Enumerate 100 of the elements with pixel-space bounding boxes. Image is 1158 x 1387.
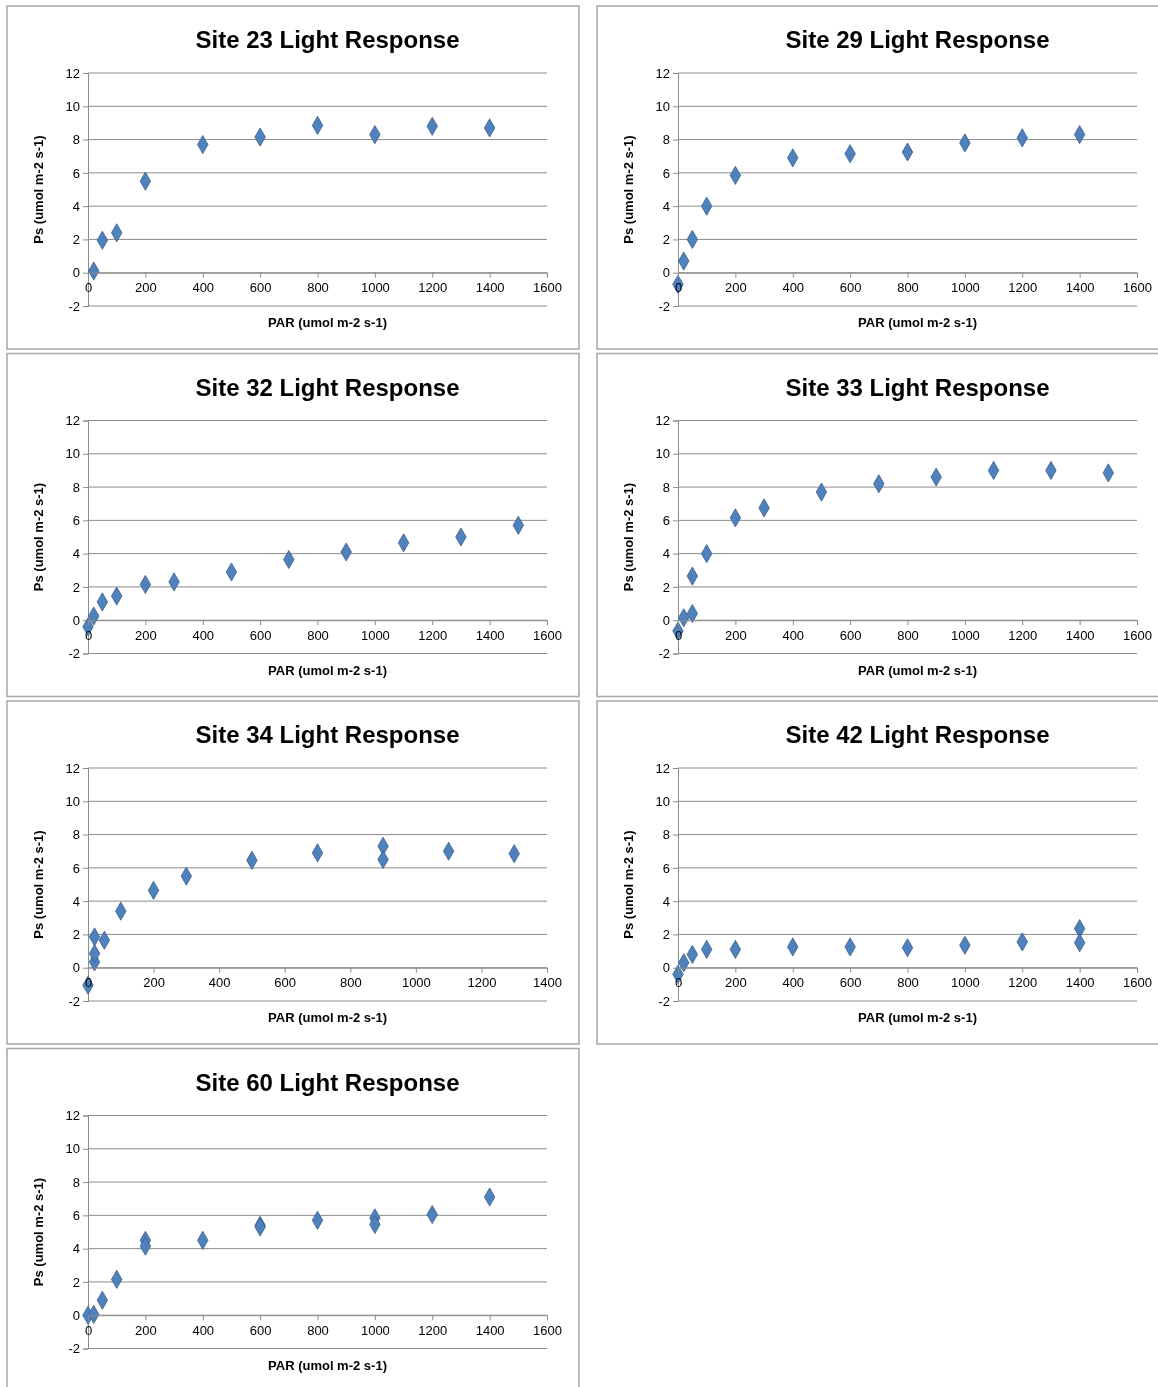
y-tick-label: 0 bbox=[662, 265, 670, 281]
x-tick-label: 1000 bbox=[401, 975, 431, 991]
x-tick-label: 600 bbox=[249, 1322, 272, 1338]
y-tick-label: 12 bbox=[65, 65, 80, 81]
y-tick-label: -2 bbox=[68, 993, 80, 1009]
y-tick-label: 12 bbox=[65, 760, 80, 776]
y-tick-label: 4 bbox=[72, 198, 80, 214]
x-tick-label: 0 bbox=[84, 280, 93, 296]
x-tick-label: 600 bbox=[839, 280, 862, 296]
x-tick-label: 400 bbox=[192, 627, 215, 643]
x-tick-label: 1400 bbox=[1065, 627, 1095, 643]
x-axis-title: PAR (umol m-2 s-1) bbox=[268, 1357, 387, 1373]
x-tick-label: 1400 bbox=[533, 975, 562, 991]
x-tick-label: 1000 bbox=[950, 975, 980, 991]
x-axis-title: PAR (umol m-2 s-1) bbox=[858, 662, 977, 678]
x-tick-label: 600 bbox=[839, 975, 862, 991]
y-tick-label: -2 bbox=[68, 1341, 80, 1357]
y-tick-label: -2 bbox=[658, 298, 670, 314]
y-axis-title: Ps (umol m-2 s-1) bbox=[621, 830, 636, 939]
y-axis-title: Ps (umol m-2 s-1) bbox=[31, 830, 46, 939]
y-axis-title: Ps (umol m-2 s-1) bbox=[31, 482, 46, 592]
y-tick-label: 0 bbox=[662, 612, 670, 628]
y-tick-label: 0 bbox=[72, 960, 80, 976]
x-tick-label: 200 bbox=[725, 280, 747, 296]
chart-title: Site 42 Light Response bbox=[785, 721, 1050, 748]
x-tick-label: 1600 bbox=[1123, 975, 1152, 991]
y-axis-title: Ps (umol m-2 s-1) bbox=[621, 135, 636, 244]
chart-title: Site 34 Light Response bbox=[195, 721, 460, 748]
chart-title: Site 60 Light Response bbox=[195, 1068, 460, 1096]
x-tick-label: 1400 bbox=[1065, 975, 1095, 991]
y-tick-label: 4 bbox=[72, 893, 80, 909]
x-tick-label: 400 bbox=[208, 975, 231, 991]
x-tick-label: 200 bbox=[135, 627, 157, 643]
x-tick-label: 600 bbox=[274, 975, 297, 991]
x-tick-label: 800 bbox=[307, 627, 329, 643]
x-tick-label: 1400 bbox=[1065, 280, 1095, 296]
x-tick-label: 0 bbox=[84, 1322, 93, 1338]
y-tick-label: 4 bbox=[72, 1241, 80, 1257]
x-tick-label: 0 bbox=[674, 975, 683, 991]
x-tick-label: 1200 bbox=[1008, 280, 1038, 296]
y-tick-label: 6 bbox=[72, 513, 80, 529]
y-tick-label: 4 bbox=[662, 198, 670, 214]
x-tick-label: 200 bbox=[143, 975, 165, 991]
y-tick-label: 6 bbox=[662, 860, 670, 876]
x-tick-label: 1600 bbox=[1123, 280, 1152, 296]
x-tick-label: 1200 bbox=[418, 1322, 448, 1338]
x-tick-label: 1000 bbox=[360, 627, 390, 643]
x-tick-label: 0 bbox=[84, 627, 93, 643]
y-tick-label: 10 bbox=[655, 446, 670, 462]
x-tick-label: 200 bbox=[135, 280, 157, 296]
x-axis-title: PAR (umol m-2 s-1) bbox=[268, 315, 387, 330]
x-tick-label: 1600 bbox=[533, 1322, 562, 1338]
y-tick-label: 4 bbox=[72, 546, 80, 562]
y-tick-label: 8 bbox=[662, 132, 670, 148]
y-tick-label: -2 bbox=[658, 646, 670, 662]
x-tick-label: 1000 bbox=[360, 280, 390, 296]
y-tick-label: 10 bbox=[65, 446, 80, 462]
y-tick-label: 12 bbox=[655, 760, 670, 776]
x-axis-title: PAR (umol m-2 s-1) bbox=[268, 662, 387, 678]
y-tick-label: -2 bbox=[658, 993, 670, 1009]
x-tick-label: 1000 bbox=[360, 1322, 390, 1338]
y-tick-label: 6 bbox=[662, 513, 670, 529]
x-tick-label: 600 bbox=[249, 627, 272, 643]
y-tick-label: -2 bbox=[68, 646, 80, 662]
y-tick-label: 12 bbox=[655, 65, 670, 81]
x-tick-label: 1600 bbox=[533, 280, 562, 296]
y-tick-label: 0 bbox=[72, 1307, 80, 1323]
x-tick-label: 1200 bbox=[467, 975, 497, 991]
y-tick-label: 12 bbox=[655, 413, 670, 429]
y-tick-label: 8 bbox=[72, 827, 80, 843]
x-tick-label: 1400 bbox=[475, 280, 505, 296]
x-tick-label: 1200 bbox=[1008, 627, 1038, 643]
y-tick-label: 2 bbox=[72, 232, 80, 248]
x-axis-title: PAR (umol m-2 s-1) bbox=[858, 1010, 977, 1025]
chart-title: Site 32 Light Response bbox=[195, 373, 460, 401]
x-axis-title: PAR (umol m-2 s-1) bbox=[858, 315, 977, 330]
x-tick-label: 1400 bbox=[475, 627, 505, 643]
x-tick-label: 1200 bbox=[418, 627, 448, 643]
y-axis-title: Ps (umol m-2 s-1) bbox=[31, 1177, 46, 1287]
x-tick-label: 1600 bbox=[1123, 627, 1152, 643]
x-tick-label: 200 bbox=[725, 975, 747, 991]
y-tick-label: 8 bbox=[72, 479, 80, 495]
chart-title: Site 33 Light Response bbox=[785, 373, 1050, 401]
x-tick-label: 1000 bbox=[950, 627, 980, 643]
y-tick-label: 6 bbox=[72, 860, 80, 876]
y-tick-label: 8 bbox=[72, 1174, 80, 1190]
x-tick-label: 800 bbox=[307, 1322, 329, 1338]
y-tick-label: 12 bbox=[65, 413, 80, 429]
chart-title: Site 23 Light Response bbox=[195, 26, 460, 53]
x-tick-label: 0 bbox=[84, 975, 93, 991]
x-axis-title: PAR (umol m-2 s-1) bbox=[268, 1010, 387, 1025]
y-tick-label: 0 bbox=[662, 960, 670, 976]
x-tick-label: 800 bbox=[307, 280, 329, 296]
y-tick-label: 10 bbox=[655, 98, 670, 114]
y-tick-label: 6 bbox=[662, 165, 670, 181]
y-tick-label: -2 bbox=[68, 298, 80, 314]
y-tick-label: 10 bbox=[65, 1141, 80, 1157]
x-tick-label: 1200 bbox=[1008, 975, 1038, 991]
y-tick-label: 2 bbox=[72, 579, 80, 595]
y-tick-label: 6 bbox=[72, 1208, 80, 1224]
